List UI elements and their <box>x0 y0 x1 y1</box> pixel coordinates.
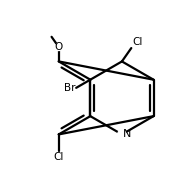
Text: Cl: Cl <box>132 37 143 47</box>
Text: O: O <box>55 42 63 52</box>
Text: N: N <box>123 129 131 139</box>
Text: Br: Br <box>64 83 75 93</box>
Text: Cl: Cl <box>54 152 64 162</box>
Circle shape <box>55 44 62 50</box>
Circle shape <box>118 130 126 139</box>
